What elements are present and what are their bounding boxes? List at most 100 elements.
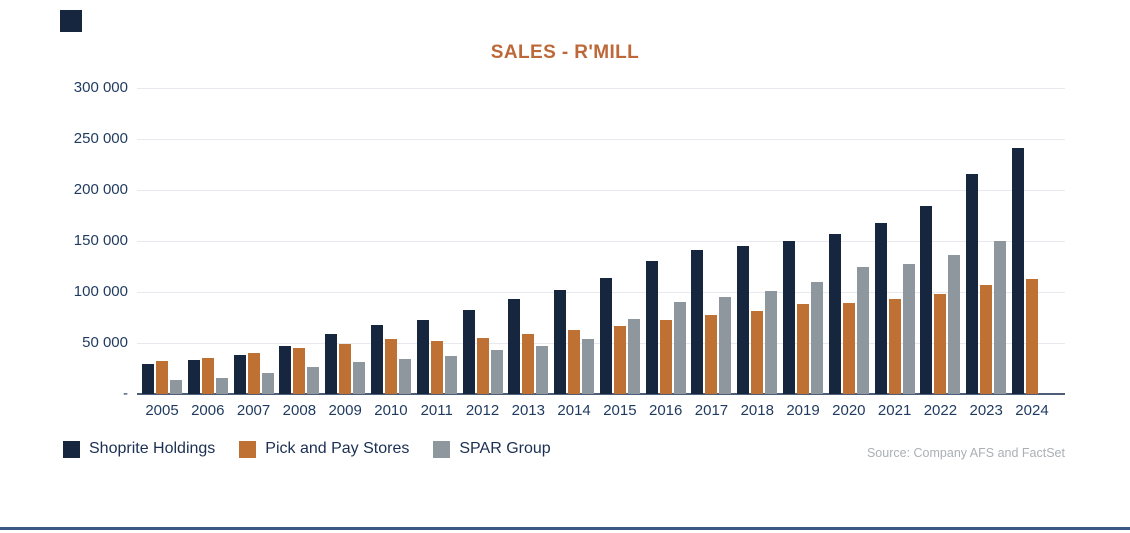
- x-tick-label-2024: 2024: [1015, 402, 1049, 419]
- bar-shoprite-2014: [554, 289, 567, 394]
- y-tick-label: 150 000: [73, 232, 128, 249]
- x-tick-label-2009: 2009: [328, 402, 362, 419]
- footer-accent-line: [0, 527, 1130, 530]
- bar-spar-2020: [856, 267, 869, 394]
- bar-pick_n_pay-2016: [659, 320, 672, 394]
- bar-shoprite-2009: [325, 333, 338, 394]
- legend-item: SPAR Group: [433, 440, 551, 458]
- bar-shoprite-2017: [691, 250, 704, 394]
- bar-shoprite-2013: [508, 299, 521, 394]
- bar-group-2020: [828, 233, 869, 394]
- bar-spar-2015: [627, 319, 640, 394]
- bar-shoprite-2018: [737, 245, 750, 394]
- y-tick-label: -: [123, 385, 128, 402]
- y-tick-label: 50 000: [82, 334, 128, 351]
- bar-group-2014: [554, 289, 595, 394]
- legend-swatch-shoprite: [63, 440, 80, 458]
- bar-pick_n_pay-2023: [980, 285, 993, 394]
- bar-group-2018: [737, 245, 778, 394]
- bar-shoprite-2019: [783, 240, 796, 394]
- x-tick-label-2013: 2013: [511, 402, 545, 419]
- bar-pick_n_pay-2020: [842, 303, 855, 394]
- bar-group-2016: [645, 261, 686, 394]
- gridline: [137, 240, 1065, 242]
- bar-spar-2011: [444, 356, 457, 394]
- legend-item: Pick and Pay Stores: [239, 440, 409, 458]
- bar-spar-2008: [307, 366, 320, 394]
- bar-shoprite-2021: [874, 222, 887, 394]
- bar-spar-2010: [398, 359, 411, 394]
- x-tick-label-2010: 2010: [374, 402, 408, 419]
- x-tick-label-2018: 2018: [740, 402, 774, 419]
- bar-pick_n_pay-2013: [522, 333, 535, 394]
- bar-pick_n_pay-2006: [201, 358, 214, 394]
- bar-shoprite-2024: [1011, 147, 1024, 394]
- bar-spar-2016: [673, 301, 686, 394]
- bar-pick_n_pay-2009: [339, 343, 352, 394]
- gridline: [137, 87, 1065, 89]
- bar-group-2024: [1011, 147, 1038, 394]
- legend-item: Shoprite Holdings: [63, 440, 215, 458]
- bar-group-2019: [783, 240, 824, 394]
- gridline: [137, 138, 1065, 140]
- bar-spar-2019: [811, 282, 824, 394]
- plot-area: [137, 87, 1065, 395]
- x-tick-label-2008: 2008: [282, 402, 317, 419]
- x-tick-label-2005: 2005: [145, 402, 179, 419]
- bar-pick_n_pay-2015: [613, 325, 626, 394]
- bar-group-2006: [187, 358, 228, 394]
- bar-pick_n_pay-2017: [705, 314, 718, 394]
- legend-label: Pick and Pay Stores: [265, 440, 410, 457]
- x-tick-label-2023: 2023: [969, 402, 1003, 419]
- legend: Shoprite Holdings Pick and Pay Stores SPAR…: [63, 440, 551, 458]
- bar-shoprite-2012: [462, 309, 475, 394]
- bar-pick_n_pay-2012: [476, 337, 489, 394]
- x-tick-label-2011: 2011: [420, 402, 453, 419]
- bar-shoprite-2007: [233, 354, 246, 394]
- bar-group-2010: [370, 325, 411, 394]
- bar-group-2011: [416, 320, 457, 394]
- x-tick-label-2021: 2021: [877, 402, 912, 419]
- x-tick-label-2016: 2016: [648, 402, 683, 419]
- x-tick-label-2015: 2015: [603, 402, 637, 419]
- bar-group-2005: [142, 361, 182, 394]
- bar-spar-2006: [215, 377, 228, 394]
- bar-pick_n_pay-2014: [568, 329, 581, 394]
- y-tick-label: 300 000: [73, 79, 128, 96]
- legend-label: SPAR Group: [459, 440, 551, 457]
- bar-spar-2009: [353, 361, 366, 394]
- bar-pick_n_pay-2022: [934, 294, 947, 394]
- bar-shoprite-2022: [920, 206, 933, 394]
- bar-spar-2021: [902, 263, 915, 394]
- bar-group-2007: [233, 353, 274, 394]
- legend-swatch-spar: [433, 440, 451, 458]
- bar-group-2008: [279, 345, 320, 394]
- bar-shoprite-2005: [142, 363, 154, 394]
- bar-spar-2017: [719, 296, 732, 394]
- x-axis-line: [137, 393, 1065, 395]
- y-tick-label: 250 000: [73, 130, 128, 147]
- bar-group-2013: [508, 299, 549, 394]
- bar-shoprite-2020: [828, 233, 841, 394]
- bar-spar-2023: [994, 241, 1007, 394]
- bar-shoprite-2011: [416, 320, 429, 394]
- bar-spar-2013: [536, 345, 549, 394]
- bar-shoprite-2006: [187, 359, 200, 394]
- y-tick-label: 100 000: [73, 283, 128, 300]
- bar-spar-2018: [765, 290, 778, 394]
- chart-title: SALES - R'MILL: [490, 42, 640, 63]
- bar-pick_n_pay-2005: [156, 361, 168, 394]
- bar-shoprite-2016: [645, 261, 658, 394]
- bar-pick_n_pay-2024: [1025, 279, 1038, 394]
- x-tick-label-2012: 2012: [465, 402, 500, 419]
- bar-shoprite-2023: [966, 174, 979, 394]
- bar-pick_n_pay-2010: [384, 338, 397, 394]
- x-tick-label-2007: 2007: [236, 402, 271, 419]
- source-note: Source: Company AFS and FactSet: [866, 446, 1065, 460]
- bar-pick_n_pay-2008: [293, 347, 306, 394]
- bar-spar-2005: [170, 380, 182, 394]
- x-tick-label-2019: 2019: [786, 402, 820, 419]
- bar-shoprite-2015: [599, 278, 612, 394]
- bar-group-2022: [920, 206, 961, 394]
- bar-shoprite-2010: [370, 325, 383, 394]
